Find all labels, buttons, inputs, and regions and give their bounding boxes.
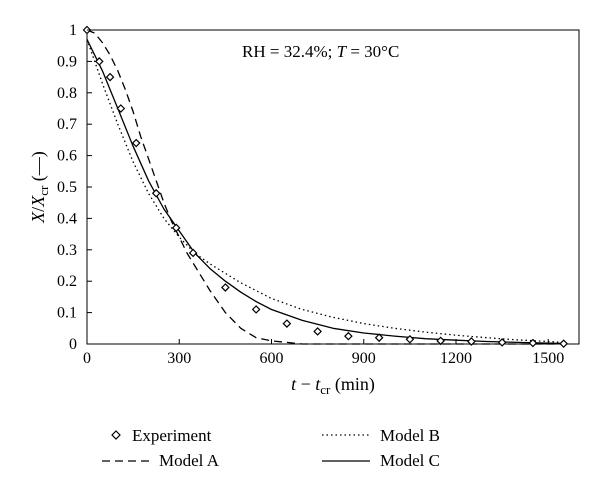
y-tick-label: 0.3 [57,242,77,259]
series-layer [82,25,568,349]
data-point-experiment [221,283,230,292]
y-axis-label: X/Xcr (—) [28,151,51,224]
legend-label-model-b: Model B [380,426,440,445]
data-point-experiment [94,57,104,66]
y-tick-label: 0 [69,336,77,353]
x-tick-label: 1200 [440,350,472,367]
data-point-experiment [374,333,384,343]
x-tick-label: 0 [83,350,91,367]
ticks-layer: 0 300 600 900 1200 1500 0 0.1 0.2 0.3 0.4 0.5 0.6 0.7… [57,22,564,367]
annotation: RH = 32.4%; T = 30°C [242,42,399,61]
legend-label-model-a: Model A [159,451,220,470]
data-point-experiment [405,334,415,344]
annotation-var: T [337,42,348,61]
y-tick-label: 0.4 [57,210,77,227]
series-line-model-c [86,39,564,345]
y-tick-label: 0.7 [57,116,77,133]
y-tick-label: 1 [69,22,77,39]
data-point-experiment [151,188,161,198]
data-point-experiment [188,248,198,258]
y-tick-label: 0.8 [57,85,77,102]
data-point-experiment [528,338,538,348]
annotation-prefix: RH = 32.4%; [242,42,337,61]
legend-item-experiment: Experiment [111,426,212,445]
annotation-suffix: = 30°C [346,42,399,61]
data-point-experiment [436,336,445,346]
data-point-experiment [497,338,507,347]
data-point-experiment [131,138,141,148]
y-tick-label: 0.2 [57,273,77,290]
data-point-experiment [344,331,353,341]
legend-item-model-c: Model C [322,451,440,470]
x-tick-label: 600 [260,350,284,367]
legend-label-experiment: Experiment [132,426,212,445]
data-point-experiment [467,337,476,346]
y-tick-label: 0.6 [57,148,77,165]
data-point-experiment [171,223,181,233]
y-tick-label: 0.1 [57,305,77,322]
data-point-experiment [559,339,568,349]
data-point-experiment [282,319,292,328]
data-point-experiment [116,104,126,113]
data-point-experiment [313,327,322,336]
plot-frame [86,29,580,345]
legend: Experiment Model A Model B Model C [102,426,440,470]
x-tick-label: 1500 [532,350,564,367]
legend-swatch-experiment [111,430,121,440]
series-line-model-b [86,39,564,344]
y-tick-label: 0.5 [57,179,77,196]
y-tick-label: 0.9 [57,53,77,70]
data-point-experiment [105,72,115,82]
x-axis-label: t − tcr (min) [291,374,375,397]
legend-item-model-a: Model A [102,451,220,470]
legend-label-model-c: Model C [380,451,440,470]
legend-item-model-b: Model B [322,426,440,445]
x-tick-label: 900 [352,350,376,367]
series-line-model-a [86,29,564,345]
x-tick-label: 300 [167,350,191,367]
data-point-experiment [251,305,261,314]
